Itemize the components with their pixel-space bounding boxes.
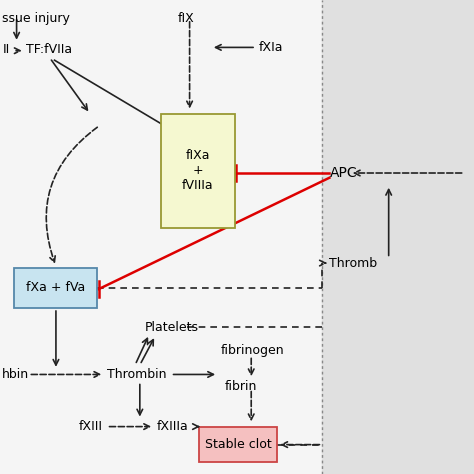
Text: hbin: hbin <box>2 368 29 381</box>
Text: fIX: fIX <box>178 12 194 25</box>
Text: II: II <box>2 43 9 56</box>
Text: fXa + fVa: fXa + fVa <box>26 282 85 294</box>
FancyBboxPatch shape <box>161 114 235 228</box>
Text: TF:fVIIa: TF:fVIIa <box>26 43 72 56</box>
Text: Stable clot: Stable clot <box>205 438 272 451</box>
Text: Platelets: Platelets <box>145 320 199 334</box>
Text: APC: APC <box>329 166 357 180</box>
Text: fXIII: fXIII <box>78 420 102 433</box>
Bar <box>0 0 322 474</box>
Text: Thrombin: Thrombin <box>107 368 166 381</box>
FancyBboxPatch shape <box>199 427 277 462</box>
Text: ssue injury: ssue injury <box>2 12 70 25</box>
Text: fibrinogen: fibrinogen <box>220 344 284 357</box>
Text: fXIIIa: fXIIIa <box>156 420 188 433</box>
Text: fXIa: fXIa <box>258 41 283 54</box>
Text: Thromb: Thromb <box>329 256 378 270</box>
Text: fibrin: fibrin <box>225 380 257 393</box>
FancyBboxPatch shape <box>14 268 97 308</box>
Bar <box>322 0 474 474</box>
Text: fIXa
+
fVIIIa: fIXa + fVIIIa <box>182 149 214 192</box>
